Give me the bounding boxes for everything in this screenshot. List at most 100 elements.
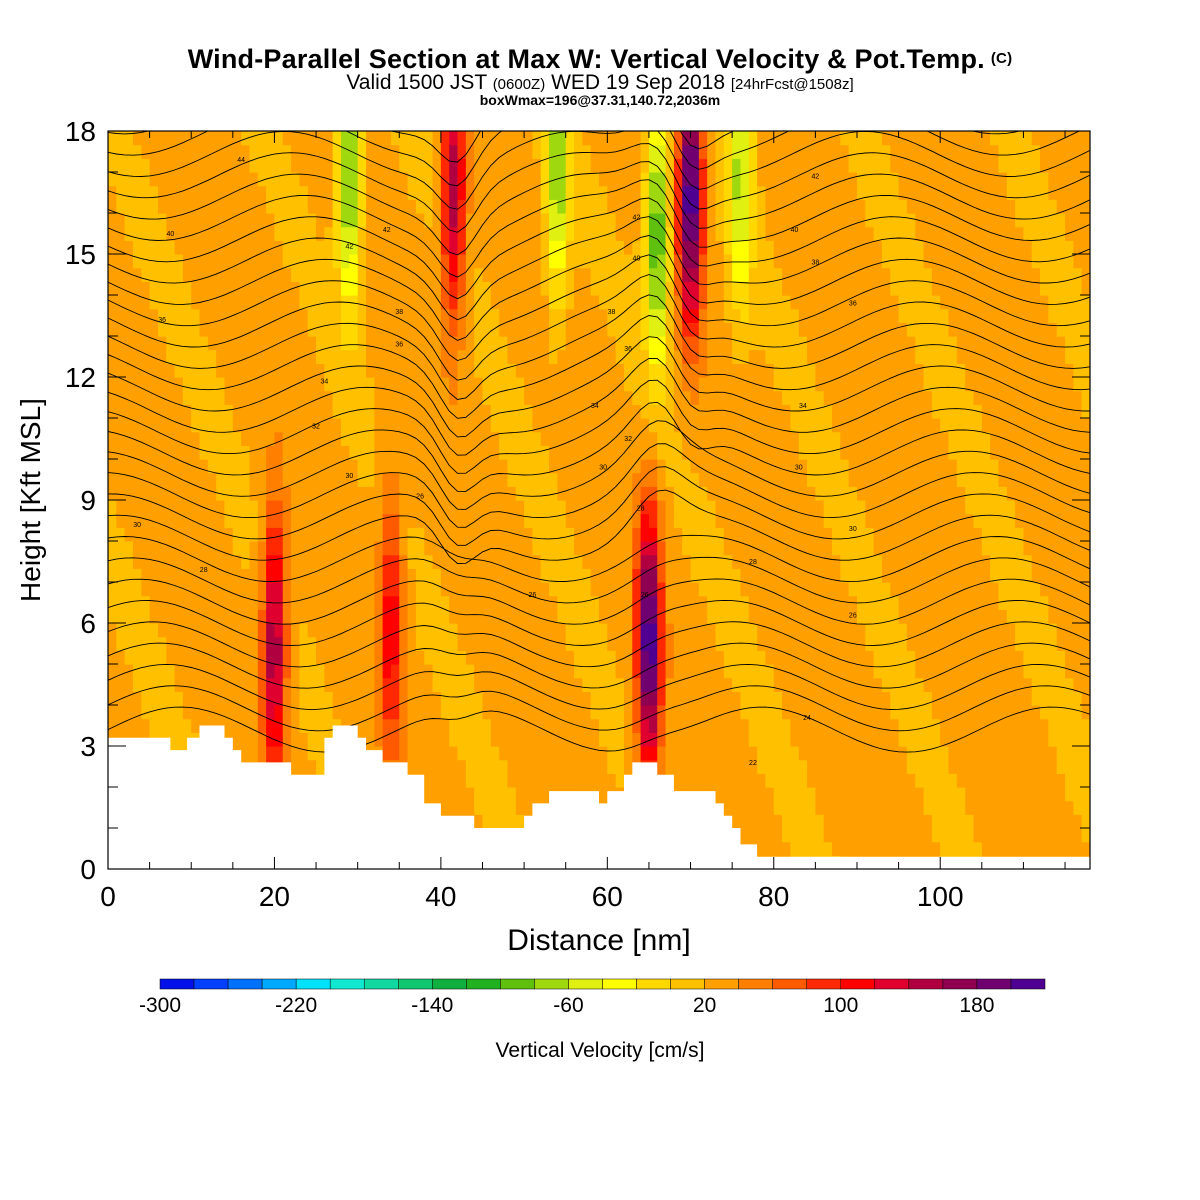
field-cell [149, 131, 159, 146]
field-cell [274, 308, 284, 323]
field-cell [773, 281, 783, 296]
field-cell [449, 363, 459, 378]
field-cell [282, 472, 292, 487]
field-cell [440, 718, 450, 733]
field-cell [249, 568, 259, 583]
field-cell [465, 650, 475, 665]
field-cell [765, 800, 775, 815]
field-cell [307, 185, 317, 200]
field-cell [790, 377, 800, 392]
field-cell [199, 349, 209, 364]
field-cell [532, 746, 542, 761]
field-cell [757, 677, 767, 692]
field-cell [574, 199, 583, 214]
field-cell [532, 459, 542, 474]
field-cell [549, 568, 558, 583]
field-cell [732, 814, 742, 829]
field-cell [856, 445, 866, 460]
field-cell [848, 254, 858, 269]
field-cell [232, 308, 242, 323]
field-cell [723, 199, 733, 214]
field-cell [865, 226, 875, 241]
field-cell [599, 554, 608, 569]
field-cell [390, 732, 400, 747]
field-cell [673, 718, 683, 733]
field-cell [282, 554, 292, 569]
field-cell [449, 158, 459, 173]
field-cell [673, 636, 683, 651]
field-cell [515, 349, 525, 364]
field-cell [274, 500, 284, 515]
field-cell [274, 418, 284, 433]
field-cell [474, 527, 484, 542]
field-cell [440, 773, 450, 788]
field-cell [415, 240, 425, 255]
field-cell [474, 226, 484, 241]
field-cell [207, 664, 217, 679]
field-cell [357, 650, 367, 665]
field-cell [865, 459, 875, 474]
field-cell [748, 172, 758, 187]
field-cell [108, 418, 117, 433]
field-cell [465, 226, 475, 241]
field-cell [665, 336, 675, 351]
field-cell [341, 281, 350, 296]
field-cell [607, 500, 617, 515]
field-cell [157, 336, 167, 351]
field-cell [465, 500, 475, 515]
field-cell [216, 623, 226, 638]
field-cell [773, 199, 783, 214]
field-cell [590, 650, 600, 665]
field-cell [748, 691, 758, 706]
field-cell [166, 595, 176, 610]
field-cell [673, 281, 683, 296]
field-cell [249, 185, 259, 200]
field-cell [124, 459, 134, 474]
field-cell [690, 459, 700, 474]
field-cell [765, 390, 775, 405]
field-cell [490, 759, 500, 774]
field-cell [490, 172, 500, 187]
field-cell [174, 431, 184, 446]
field-cell [415, 705, 425, 720]
field-cell [207, 459, 217, 474]
field-cell [607, 144, 617, 159]
field-cell [465, 144, 475, 159]
field-cell [765, 486, 775, 501]
field-cell [249, 281, 259, 296]
field-cell [607, 336, 617, 351]
field-cell [707, 226, 717, 241]
field-cell [390, 445, 400, 460]
field-cell [266, 226, 276, 241]
field-cell [274, 431, 284, 446]
field-cell [782, 623, 792, 638]
field-cell [873, 582, 883, 597]
field-cell [607, 445, 617, 460]
field-cell [291, 349, 301, 364]
field-cell [174, 404, 184, 419]
field-cell [266, 746, 276, 761]
field-cell [332, 582, 342, 597]
field-cell [341, 554, 350, 569]
field-cell [415, 541, 425, 556]
field-cell [515, 636, 525, 651]
field-cell [640, 459, 650, 474]
field-cell [299, 185, 309, 200]
field-cell [365, 144, 375, 159]
field-cell [532, 513, 542, 528]
field-cell [316, 636, 325, 651]
field-cell [507, 664, 517, 679]
field-cell [607, 650, 617, 665]
field-cell [124, 418, 134, 433]
field-cell [341, 527, 350, 542]
field-cell [124, 404, 134, 419]
field-cell [715, 609, 725, 624]
field-cell [357, 404, 367, 419]
field-cell [166, 281, 176, 296]
field-cell [798, 541, 808, 556]
field-cell [707, 404, 717, 419]
field-cell [557, 568, 567, 583]
field-cell [515, 664, 525, 679]
field-cell [224, 185, 234, 200]
field-cell [840, 486, 850, 501]
